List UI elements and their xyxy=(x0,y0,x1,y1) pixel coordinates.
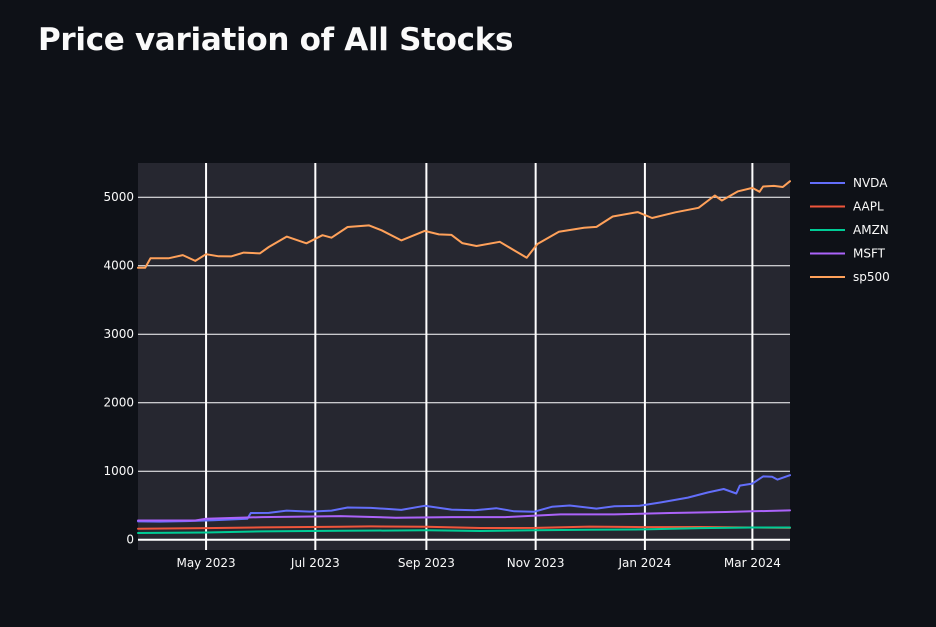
x-axis: May 2023 Jul 2023 Sep 2023 Nov 2023 Jan 2024… xyxy=(176,556,780,570)
x-tick-label: Mar 2024 xyxy=(724,556,781,570)
plot-area[interactable] xyxy=(138,163,790,550)
y-tick-label: 5000 xyxy=(103,190,134,204)
series-line-aapl[interactable] xyxy=(137,525,791,530)
x-tick-label: Jul 2023 xyxy=(290,556,340,570)
series-line-nvda[interactable] xyxy=(137,474,791,523)
x-tick-label: Jan 2024 xyxy=(617,556,671,570)
legend-label: sp500 xyxy=(853,270,890,284)
series-line-msft[interactable] xyxy=(137,509,791,522)
legend-label: AMZN xyxy=(853,223,889,237)
y-tick-label: 1000 xyxy=(103,464,134,478)
page-title: Price variation of All Stocks xyxy=(38,22,514,58)
x-tick-label: May 2023 xyxy=(176,556,235,570)
series-line-amzn[interactable] xyxy=(137,526,791,534)
x-tick-label: Sep 2023 xyxy=(398,556,455,570)
legend-item-sp500[interactable]: sp500 xyxy=(810,270,890,284)
series-line-sp500[interactable] xyxy=(137,180,791,269)
legend-label: NVDA xyxy=(853,176,888,190)
legend-item-aapl[interactable]: AAPL xyxy=(810,200,884,214)
y-tick-label: 2000 xyxy=(103,396,134,410)
x-tick-label: Nov 2023 xyxy=(507,556,565,570)
legend-item-amzn[interactable]: AMZN xyxy=(810,223,889,237)
legend[interactable]: NVDA AAPL AMZN MSFT sp500 xyxy=(810,176,890,284)
legend-label: AAPL xyxy=(853,200,884,214)
legend-label: MSFT xyxy=(853,247,886,261)
legend-item-msft[interactable]: MSFT xyxy=(810,247,886,261)
y-axis: 0 1000 2000 3000 4000 5000 xyxy=(103,190,134,546)
legend-item-nvda[interactable]: NVDA xyxy=(810,176,888,190)
y-tick-label: 4000 xyxy=(103,259,134,273)
grid-lines xyxy=(138,163,790,550)
series-lines xyxy=(137,180,791,534)
y-tick-label: 3000 xyxy=(103,327,134,341)
y-tick-label: 0 xyxy=(126,533,134,547)
